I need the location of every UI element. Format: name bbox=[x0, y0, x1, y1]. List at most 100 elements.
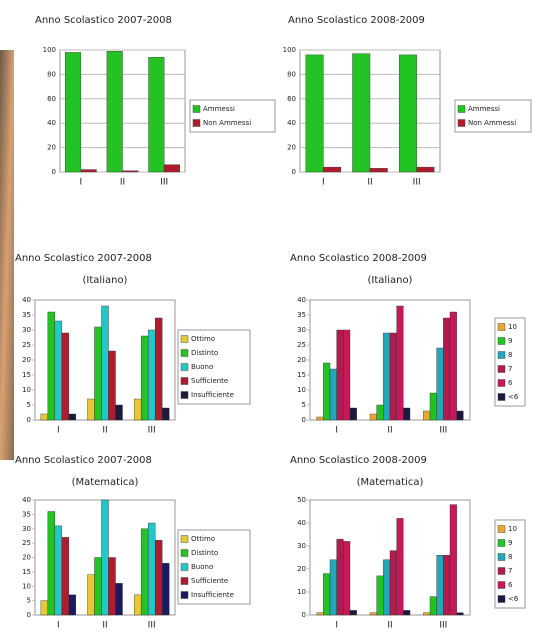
y-tick-label: 30 bbox=[22, 326, 31, 334]
y-tick-label: 5 bbox=[27, 597, 31, 605]
bar bbox=[107, 51, 123, 172]
y-tick-label: 20 bbox=[47, 144, 56, 152]
y-tick-label: 30 bbox=[297, 326, 306, 334]
bar bbox=[437, 555, 444, 615]
bar bbox=[423, 613, 430, 615]
bar bbox=[450, 505, 457, 615]
legend-swatch bbox=[181, 550, 188, 557]
legend-swatch bbox=[458, 120, 465, 127]
bar bbox=[370, 613, 377, 615]
y-tick-label: 60 bbox=[47, 95, 56, 103]
chart-title: Anno Scolastico 2008-2009 bbox=[290, 455, 427, 466]
y-tick-label: 60 bbox=[287, 95, 296, 103]
y-tick-label: 40 bbox=[297, 296, 306, 304]
chart-title: Anno Scolastico 2007-2008 bbox=[15, 253, 152, 264]
bar bbox=[430, 393, 437, 420]
x-tick-label: II bbox=[387, 426, 392, 436]
bar bbox=[164, 165, 180, 172]
page: 020406080100IIIIIIAnno Scolastico 2007-2… bbox=[0, 0, 534, 634]
y-tick-label: 25 bbox=[22, 341, 31, 349]
legend-label: 7 bbox=[508, 365, 512, 373]
legend-swatch bbox=[181, 336, 188, 343]
legend-label: Non Ammessi bbox=[468, 119, 516, 127]
legend-swatch bbox=[498, 540, 505, 547]
y-tick-label: 0 bbox=[302, 416, 306, 424]
legend-label: 10 bbox=[508, 525, 517, 533]
legend-label: Sufficiente bbox=[191, 577, 228, 585]
x-tick-label: III bbox=[413, 178, 421, 188]
y-tick-label: 35 bbox=[22, 510, 31, 518]
y-tick-label: 0 bbox=[27, 416, 31, 424]
legend-swatch bbox=[498, 526, 505, 533]
bar bbox=[155, 318, 162, 420]
bar bbox=[41, 414, 48, 420]
bar bbox=[81, 170, 97, 172]
legend-label: 6 bbox=[508, 379, 513, 387]
bar bbox=[417, 167, 435, 172]
legend-swatch bbox=[181, 378, 188, 385]
y-tick-label: 0 bbox=[302, 611, 306, 619]
y-tick-label: 20 bbox=[297, 356, 306, 364]
legend-label: 10 bbox=[508, 323, 517, 331]
bar bbox=[48, 312, 55, 420]
y-tick-label: 20 bbox=[287, 144, 296, 152]
y-tick-label: 10 bbox=[22, 386, 31, 394]
bar bbox=[399, 55, 417, 172]
legend-label: Ammessi bbox=[203, 105, 235, 113]
y-tick-label: 10 bbox=[22, 582, 31, 590]
y-tick-label: 30 bbox=[297, 542, 306, 550]
bar bbox=[350, 610, 357, 615]
legend-label: <6 bbox=[508, 393, 519, 401]
y-tick-label: 10 bbox=[297, 386, 306, 394]
x-tick-label: III bbox=[439, 426, 447, 436]
legend-swatch bbox=[181, 536, 188, 543]
bar bbox=[323, 363, 330, 420]
y-tick-label: 20 bbox=[297, 565, 306, 573]
legend-swatch bbox=[498, 554, 505, 561]
chart-subtitle: (Italiano) bbox=[368, 275, 413, 286]
bar bbox=[148, 330, 155, 420]
y-tick-label: 0 bbox=[27, 611, 31, 619]
bar bbox=[317, 613, 324, 615]
x-tick-label: II bbox=[120, 178, 125, 188]
y-tick-label: 40 bbox=[22, 496, 31, 504]
y-tick-label: 100 bbox=[43, 46, 56, 54]
bar bbox=[443, 318, 450, 420]
bar bbox=[370, 168, 388, 172]
chart-title: Anno Scolastico 2007-2008 bbox=[35, 15, 172, 26]
x-tick-label: II bbox=[367, 178, 372, 188]
bar bbox=[323, 574, 330, 615]
bar bbox=[69, 414, 76, 420]
legend-label: 8 bbox=[508, 553, 512, 561]
x-tick-label: I bbox=[57, 621, 60, 631]
legend-label: Distinto bbox=[191, 349, 218, 357]
y-tick-label: 25 bbox=[22, 539, 31, 547]
legend-label: Ammessi bbox=[468, 105, 500, 113]
legend-swatch bbox=[498, 366, 505, 373]
legend-swatch bbox=[498, 338, 505, 345]
x-tick-label: III bbox=[148, 621, 156, 631]
y-tick-label: 25 bbox=[297, 341, 306, 349]
bar bbox=[377, 576, 384, 615]
y-tick-label: 35 bbox=[297, 311, 306, 319]
legend-swatch bbox=[181, 564, 188, 571]
bar bbox=[148, 523, 155, 615]
x-tick-label: I bbox=[322, 178, 325, 188]
bar bbox=[383, 333, 390, 420]
x-tick-label: I bbox=[57, 426, 60, 436]
legend-swatch bbox=[193, 120, 200, 127]
bar bbox=[141, 336, 148, 420]
y-tick-label: 40 bbox=[47, 119, 56, 127]
legend-label: Insufficiente bbox=[191, 591, 234, 599]
photo-edge bbox=[0, 50, 14, 460]
bar bbox=[443, 555, 450, 615]
y-tick-label: 5 bbox=[302, 401, 306, 409]
y-tick-label: 100 bbox=[283, 46, 296, 54]
chart-subtitle: (Matematica) bbox=[72, 477, 139, 488]
y-tick-label: 50 bbox=[297, 496, 306, 504]
legend-swatch bbox=[181, 592, 188, 599]
bar bbox=[48, 512, 55, 616]
bar bbox=[430, 597, 437, 615]
bar bbox=[88, 575, 95, 615]
y-tick-label: 80 bbox=[287, 70, 296, 78]
